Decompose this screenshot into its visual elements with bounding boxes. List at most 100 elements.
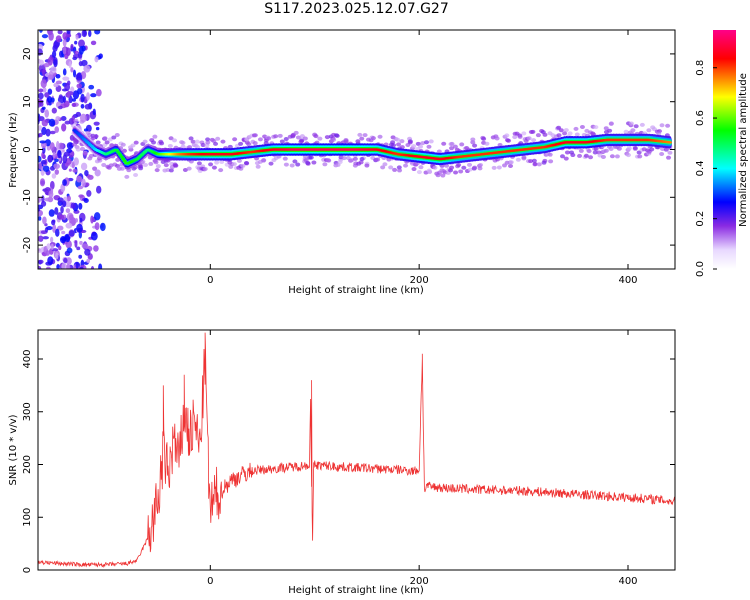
noise-point: [46, 243, 51, 250]
halo-point: [512, 135, 518, 140]
noise-point: [38, 259, 44, 264]
halo-point: [472, 143, 478, 148]
halo-point: [295, 135, 301, 140]
halo-point: [396, 165, 402, 170]
noise-point: [77, 185, 84, 190]
noise-point: [80, 162, 88, 171]
noise-point: [56, 264, 60, 269]
noise-point: [81, 59, 88, 67]
halo-point: [302, 136, 308, 141]
halo-point: [562, 131, 568, 136]
halo-point: [603, 148, 609, 153]
halo-point: [375, 157, 381, 162]
halo-point: [208, 162, 214, 167]
noise-point: [76, 175, 83, 183]
halo-point: [528, 159, 534, 164]
halo-point: [362, 133, 368, 138]
noise-point: [83, 64, 91, 73]
halo-point: [596, 150, 602, 155]
noise-point: [74, 240, 78, 248]
noise-point: [87, 174, 94, 180]
noise-point: [38, 235, 44, 242]
halo-point: [630, 128, 636, 133]
noise-point: [48, 31, 54, 41]
halo-point: [472, 165, 478, 170]
noise-point: [43, 63, 50, 68]
noise-point: [78, 194, 84, 198]
halo-point: [477, 166, 483, 171]
halo-point: [633, 124, 639, 129]
halo-point: [359, 136, 365, 141]
halo-point: [496, 165, 502, 170]
halo-point: [163, 163, 169, 168]
halo-point: [102, 136, 108, 141]
noise-point: [47, 56, 53, 66]
halo-point: [220, 139, 226, 144]
noise-point: [38, 162, 42, 170]
noise-point: [79, 266, 84, 269]
noise-point: [52, 151, 56, 159]
halo-point: [334, 133, 340, 138]
y-tick-label: -20: [22, 237, 33, 253]
snr-ticks: 0 200 400 0 100 200 300 400: [22, 330, 675, 587]
halo-point: [111, 135, 117, 140]
noise-point: [68, 61, 72, 69]
noise-point: [70, 43, 74, 50]
noise-point: [53, 163, 60, 170]
noise-point: [39, 30, 43, 33]
halo-point: [415, 141, 421, 146]
noise-point: [66, 30, 71, 35]
noise-point: [51, 173, 57, 179]
noise-point: [41, 195, 45, 203]
noise-point: [42, 216, 47, 225]
halo-point: [665, 123, 671, 128]
noise-point: [60, 206, 64, 214]
x-tick-label: 0: [207, 576, 213, 587]
halo-point: [196, 161, 202, 166]
halo-point: [517, 134, 523, 139]
halo-point: [88, 153, 94, 158]
halo-point: [453, 170, 459, 175]
noise-point: [95, 88, 102, 97]
halo-point: [307, 155, 313, 160]
halo-point: [246, 142, 252, 147]
y-tick-label: -10: [22, 189, 33, 205]
halo-point: [666, 155, 672, 160]
colorbar-tick-label: 0.8: [695, 60, 706, 76]
halo-point: [659, 123, 665, 128]
noise-point: [72, 69, 77, 78]
halo-point: [470, 140, 476, 145]
halo-point: [143, 163, 149, 168]
halo-point: [322, 162, 328, 167]
halo-point: [577, 153, 583, 158]
halo-point: [567, 131, 573, 136]
halo-point: [364, 163, 370, 168]
ridge-point: [122, 159, 127, 163]
noise-point: [98, 263, 103, 269]
noise-point: [42, 236, 49, 240]
noise-point: [66, 247, 73, 254]
halo-point: [120, 142, 126, 147]
noise-point: [55, 228, 60, 237]
halo-point: [133, 140, 139, 145]
noise-point: [49, 142, 55, 151]
halo-point: [238, 141, 244, 146]
halo-point: [168, 136, 174, 141]
noise-point: [50, 236, 54, 243]
noise-point: [94, 30, 101, 35]
halo-point: [614, 154, 620, 159]
halo-point: [504, 133, 510, 138]
halo-point: [104, 140, 110, 145]
y-tick-label: 100: [22, 508, 33, 527]
halo-point: [556, 133, 562, 138]
halo-point: [411, 167, 417, 172]
noise-point: [94, 169, 101, 177]
noise-point: [66, 142, 74, 150]
halo-point: [240, 163, 246, 168]
noise-point: [73, 157, 79, 166]
halo-point: [526, 136, 532, 141]
spectrogram-ticks: 0 200 400 -20 -10 0 10 20: [22, 30, 675, 286]
halo-point: [528, 129, 534, 134]
halo-point: [142, 139, 148, 144]
halo-point: [282, 156, 288, 161]
